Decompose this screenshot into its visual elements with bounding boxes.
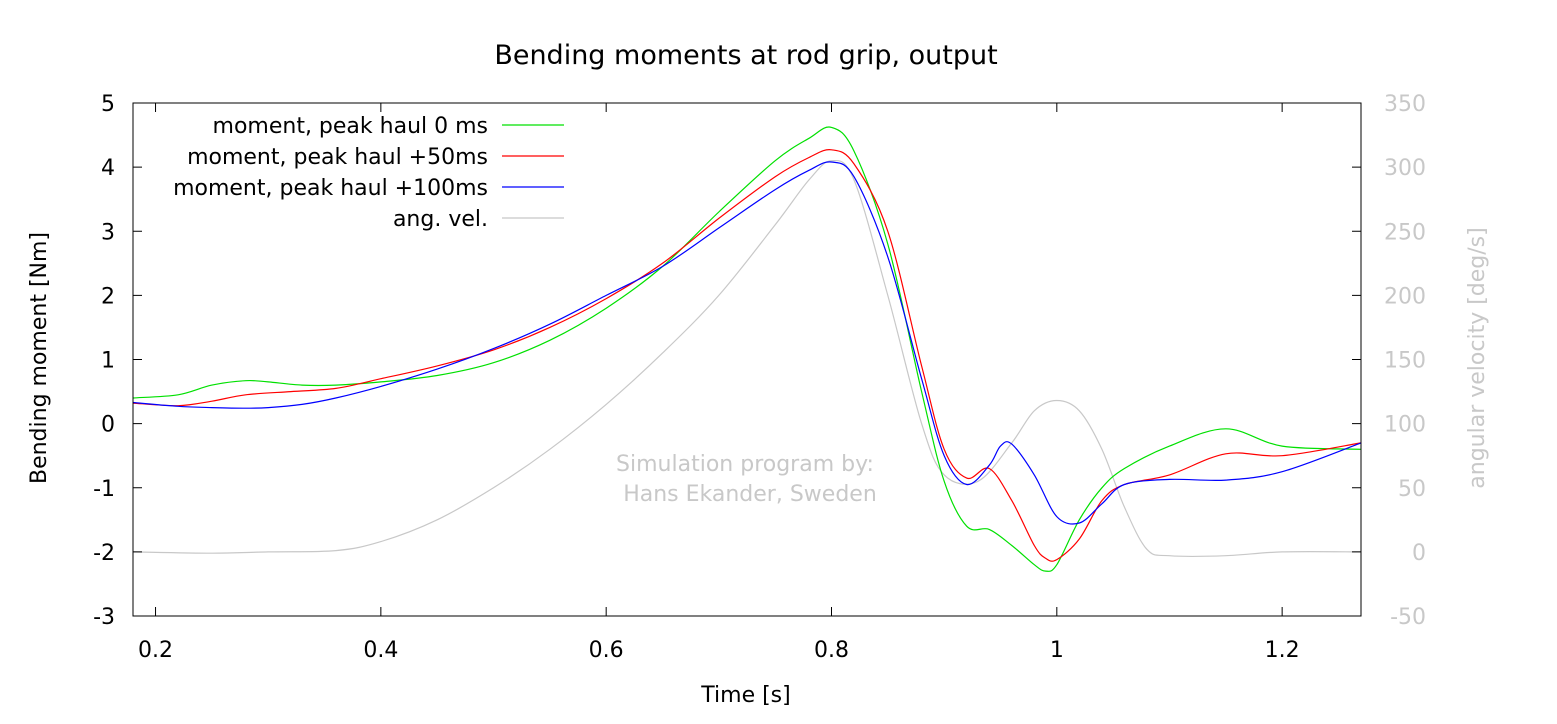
legend-label-3: ang. vel. [393, 207, 488, 232]
y2-tick-label: 200 [1384, 284, 1426, 309]
series-line-1 [132, 149, 1362, 562]
y-tick-label: 1 [101, 349, 115, 374]
y2-tick-label: 250 [1384, 220, 1426, 245]
y-tick-label: -1 [93, 477, 115, 502]
y-tick-label: -2 [93, 541, 115, 566]
legend-label-2: moment, peak haul +100ms [173, 176, 488, 201]
credit-line-1: Simulation program by: [616, 452, 874, 477]
y2-tick-label: 350 [1384, 92, 1426, 117]
y-tick-label: 3 [101, 220, 115, 245]
series-line-0 [132, 126, 1362, 572]
y-tick-label: 5 [101, 92, 115, 117]
x-tick-label: 1.2 [1265, 638, 1300, 663]
y2-tick-label: 50 [1398, 477, 1426, 502]
y-tick-label: -3 [93, 605, 115, 630]
y-axis-label: Bending moment [Nm] [27, 232, 52, 484]
credit-line-2: Hans Ekander, Sweden [623, 482, 877, 507]
y2-tick-label: 100 [1384, 413, 1426, 438]
legend-label-1: moment, peak haul +50ms [187, 145, 488, 170]
y2-tick-label: -50 [1390, 605, 1426, 630]
y2-tick-label: 300 [1384, 156, 1426, 181]
x-tick-label: 1 [1050, 638, 1064, 663]
y2-axis-label: angular velocity [deg/s] [1465, 227, 1490, 488]
y-tick-label: 4 [101, 156, 115, 181]
x-axis: 0.2 0.4 0.6 0.8 1 1.2 [138, 103, 1300, 663]
y2-tick-label: 150 [1384, 349, 1426, 374]
chart-title: Bending moments at rod grip, output [494, 40, 997, 71]
x-tick-label: 0.4 [363, 638, 398, 663]
series-line-3 [132, 159, 1362, 557]
legend-label-0: moment, peak haul 0 ms [213, 114, 488, 139]
series-line-2 [132, 161, 1362, 525]
legend: moment, peak haul 0 ms moment, peak haul … [173, 114, 564, 232]
y-tick-label: 2 [101, 284, 115, 309]
y2-axis: -50 0 50 100 150 200 250 300 350 [1352, 92, 1426, 630]
x-axis-label: Time [s] [700, 683, 790, 708]
y2-tick-label: 0 [1412, 541, 1426, 566]
x-tick-label: 0.2 [138, 638, 173, 663]
series-layer [132, 126, 1362, 572]
y-tick-label: 0 [101, 413, 115, 438]
x-tick-label: 0.6 [589, 638, 624, 663]
x-tick-label: 0.8 [814, 638, 849, 663]
y-axis: -3 -2 -1 0 1 2 3 4 5 [93, 92, 142, 630]
